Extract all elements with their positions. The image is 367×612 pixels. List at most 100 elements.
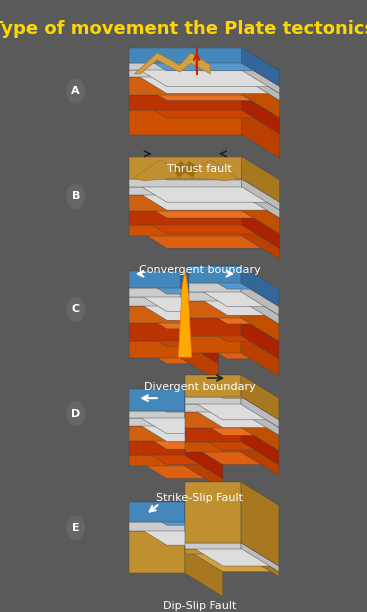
Circle shape — [67, 297, 84, 321]
Polygon shape — [241, 292, 279, 324]
Polygon shape — [129, 441, 185, 455]
Polygon shape — [129, 426, 223, 449]
Polygon shape — [189, 300, 241, 318]
Polygon shape — [185, 548, 241, 553]
Polygon shape — [129, 63, 242, 70]
Polygon shape — [129, 225, 280, 248]
Polygon shape — [189, 266, 279, 289]
Polygon shape — [242, 70, 280, 100]
Polygon shape — [189, 292, 241, 300]
Polygon shape — [185, 418, 223, 449]
Polygon shape — [129, 271, 218, 294]
Polygon shape — [129, 70, 242, 77]
Polygon shape — [242, 48, 280, 86]
Polygon shape — [185, 375, 241, 397]
Polygon shape — [129, 187, 242, 195]
Polygon shape — [129, 341, 218, 364]
Polygon shape — [129, 225, 242, 236]
Polygon shape — [129, 110, 242, 135]
Polygon shape — [185, 548, 279, 572]
Polygon shape — [132, 160, 239, 181]
Polygon shape — [241, 441, 279, 476]
Text: Convergent boundary: Convergent boundary — [139, 265, 261, 275]
Polygon shape — [185, 405, 241, 412]
Polygon shape — [242, 95, 280, 133]
Polygon shape — [129, 389, 185, 411]
Polygon shape — [129, 70, 280, 94]
Polygon shape — [129, 323, 218, 346]
Polygon shape — [129, 77, 242, 95]
Polygon shape — [129, 455, 185, 466]
Polygon shape — [185, 441, 279, 465]
Text: B: B — [72, 192, 80, 201]
Polygon shape — [185, 397, 279, 420]
Polygon shape — [185, 441, 241, 452]
Polygon shape — [129, 411, 223, 434]
Polygon shape — [242, 179, 280, 210]
Polygon shape — [189, 292, 279, 315]
Text: C: C — [72, 305, 80, 315]
Polygon shape — [129, 502, 185, 522]
Polygon shape — [241, 283, 279, 315]
Polygon shape — [241, 482, 279, 566]
Polygon shape — [129, 418, 223, 441]
Polygon shape — [181, 297, 218, 329]
Polygon shape — [129, 211, 242, 225]
Text: Type of movement the Plate tectonics: Type of movement the Plate tectonics — [0, 20, 367, 38]
Polygon shape — [241, 266, 279, 307]
Polygon shape — [129, 502, 223, 525]
Polygon shape — [185, 522, 223, 554]
Polygon shape — [181, 323, 218, 364]
Polygon shape — [185, 428, 279, 451]
Circle shape — [67, 80, 84, 103]
Polygon shape — [189, 335, 279, 359]
Polygon shape — [242, 195, 280, 234]
Polygon shape — [129, 288, 218, 312]
Polygon shape — [185, 389, 223, 434]
Polygon shape — [185, 412, 241, 428]
Polygon shape — [241, 548, 279, 577]
Polygon shape — [129, 95, 242, 110]
Polygon shape — [129, 323, 181, 341]
Polygon shape — [241, 318, 279, 359]
Polygon shape — [189, 335, 241, 353]
Text: D: D — [71, 409, 80, 419]
Polygon shape — [185, 412, 279, 435]
Polygon shape — [129, 187, 280, 210]
Circle shape — [67, 516, 84, 540]
Polygon shape — [185, 441, 223, 479]
Polygon shape — [241, 412, 279, 451]
Text: E: E — [72, 523, 80, 532]
Polygon shape — [129, 306, 181, 323]
Polygon shape — [129, 110, 280, 133]
Polygon shape — [189, 266, 241, 283]
Text: Divergent boundary: Divergent boundary — [143, 382, 255, 392]
Polygon shape — [129, 63, 280, 86]
Polygon shape — [129, 411, 185, 418]
Polygon shape — [189, 318, 241, 335]
Polygon shape — [129, 418, 185, 426]
Polygon shape — [129, 531, 185, 573]
Polygon shape — [241, 300, 279, 341]
Text: Thrust fault: Thrust fault — [167, 164, 232, 174]
Polygon shape — [241, 405, 279, 435]
Polygon shape — [129, 531, 223, 554]
Polygon shape — [178, 271, 192, 357]
Circle shape — [67, 184, 84, 208]
Polygon shape — [181, 341, 218, 381]
Polygon shape — [242, 77, 280, 118]
Polygon shape — [185, 543, 279, 566]
Polygon shape — [129, 455, 223, 479]
Polygon shape — [129, 341, 181, 358]
Polygon shape — [129, 48, 280, 71]
Polygon shape — [242, 110, 280, 158]
Polygon shape — [185, 397, 241, 405]
Polygon shape — [129, 157, 242, 179]
Polygon shape — [185, 375, 279, 398]
Polygon shape — [241, 397, 279, 428]
Polygon shape — [241, 375, 279, 420]
Polygon shape — [129, 288, 181, 297]
Polygon shape — [241, 543, 279, 572]
Polygon shape — [185, 455, 223, 490]
Polygon shape — [129, 95, 280, 118]
